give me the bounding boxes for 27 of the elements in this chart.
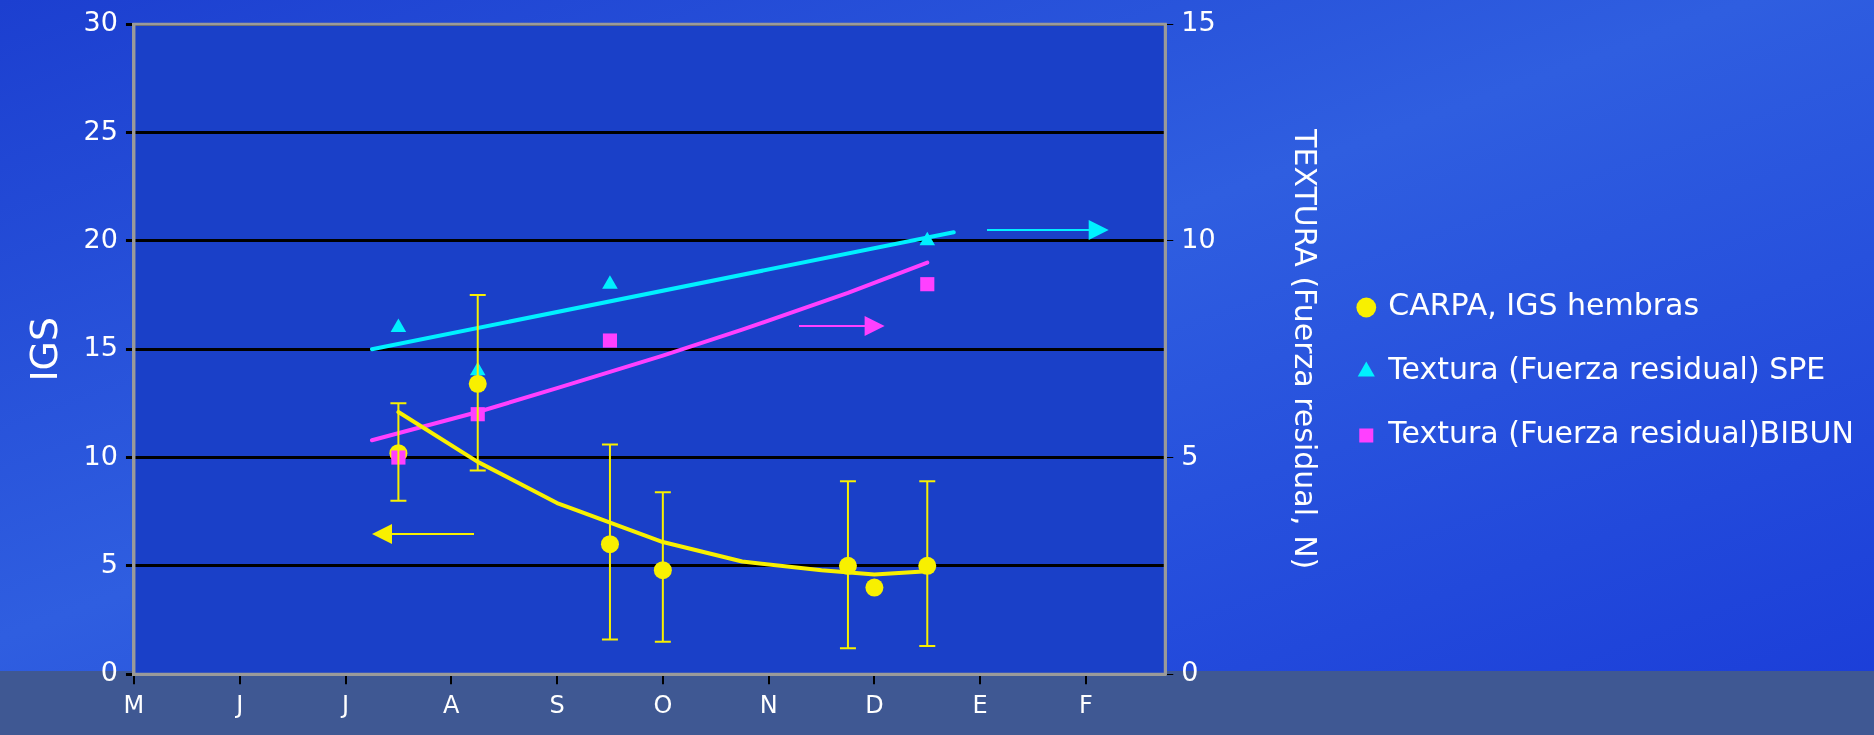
- y-tick-label: 5: [100, 547, 118, 579]
- legend-label: Textura (Fuerza residual)BIBUN: [1387, 415, 1854, 451]
- y2-tick-label: 5: [1181, 439, 1199, 471]
- point: [865, 578, 884, 597]
- y-tick-label: 20: [83, 222, 118, 254]
- y-tick-label: 10: [83, 439, 118, 471]
- y2-tick-label: 0: [1181, 656, 1199, 688]
- legend-label: CARPA, IGS hembras: [1388, 287, 1700, 323]
- x-tick-label: J: [339, 690, 350, 719]
- x-tick-label: A: [443, 690, 461, 719]
- y-tick-label: 30: [83, 6, 118, 38]
- y2-tick-label: 15: [1181, 6, 1216, 38]
- y-tick-label: 15: [83, 331, 118, 363]
- legend-label: Textura (Fuerza residual) SPE: [1387, 351, 1826, 387]
- x-tick-label: S: [549, 690, 565, 719]
- x-tick-label: O: [653, 690, 673, 719]
- y2-tick-label: 10: [1181, 222, 1216, 254]
- x-tick-label: J: [234, 690, 244, 719]
- x-tick-label: E: [972, 690, 988, 719]
- x-tick-label: M: [123, 690, 145, 719]
- x-tick-label: N: [759, 690, 778, 719]
- x-tick-label: F: [1079, 690, 1093, 719]
- x-tick-label: D: [865, 690, 884, 719]
- y-tick-label: 0: [100, 656, 118, 688]
- y-axis-title: IGS: [21, 316, 66, 382]
- y2-axis-title: TEXTURA (Fuerza residual, N): [1288, 128, 1324, 570]
- y-tick-label: 25: [83, 114, 118, 146]
